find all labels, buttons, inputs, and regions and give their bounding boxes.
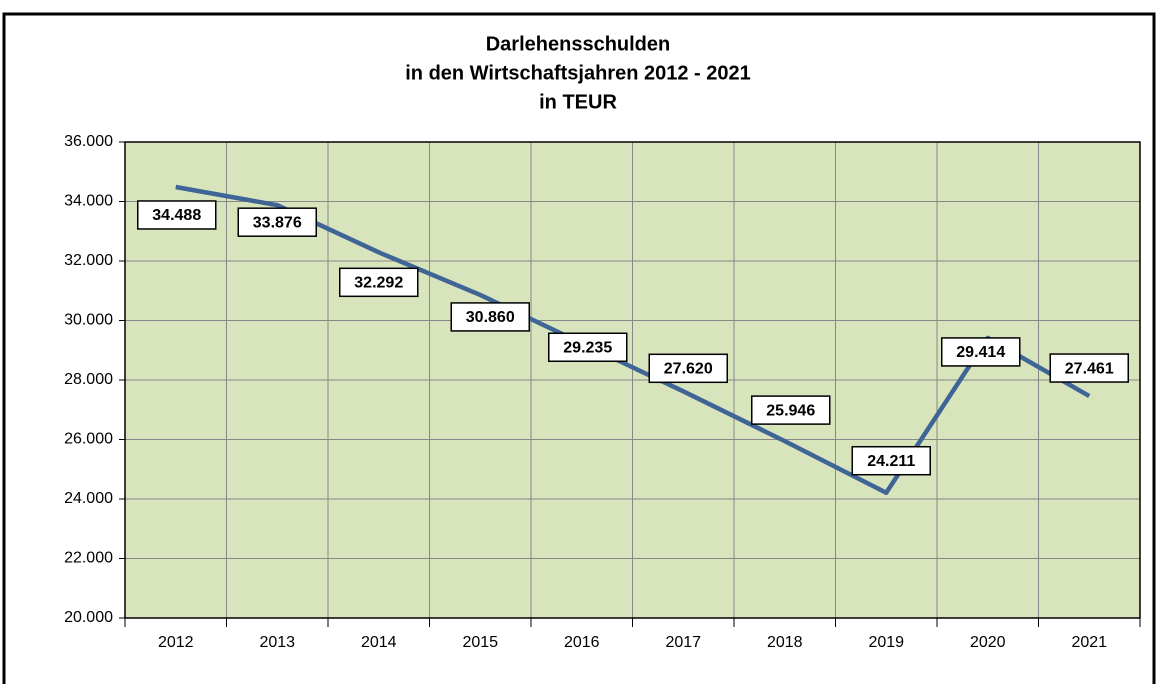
y-tick-label: 36.000: [64, 133, 113, 150]
y-tick-label: 32.000: [64, 252, 113, 269]
x-tick-label: 2017: [665, 634, 701, 651]
chart-title: in den Wirtschaftsjahren 2012 - 2021: [405, 62, 751, 84]
x-tick-label: 2019: [868, 634, 904, 651]
value-label: 25.946: [766, 402, 815, 419]
x-tick-label: 2014: [361, 634, 397, 651]
plot-border: [124, 141, 1141, 619]
y-tick-label: 22.000: [64, 550, 113, 567]
value-label: 29.235: [563, 339, 612, 356]
value-label: 27.620: [664, 361, 713, 378]
value-label: 34.488: [152, 207, 201, 224]
chart-border: [2, 12, 1156, 684]
value-label: 33.876: [253, 214, 302, 231]
value-label-box: [137, 200, 217, 230]
value-label-box: [851, 445, 931, 476]
x-tick-label: 2018: [767, 634, 803, 651]
value-label-box: [648, 353, 728, 384]
chart-title: in TEUR: [539, 91, 617, 113]
value-label-box: [339, 267, 419, 298]
value-label: 30.860: [466, 309, 515, 326]
x-tick-label: 2020: [970, 634, 1006, 651]
value-label: 29.414: [956, 344, 1005, 361]
x-tick-label: 2021: [1071, 634, 1107, 651]
y-tick-label: 26.000: [64, 431, 113, 448]
y-tick-label: 20.000: [64, 609, 113, 626]
x-tick-label: 2015: [462, 634, 498, 651]
value-label-box: [450, 302, 530, 332]
value-label-box: [941, 337, 1021, 367]
x-tick-label: 2013: [259, 634, 295, 651]
y-tick-label: 28.000: [64, 371, 113, 388]
y-tick-label: 24.000: [64, 490, 113, 507]
y-tick-label: 34.000: [64, 193, 113, 210]
x-tick-label: 2012: [158, 634, 194, 651]
value-label-box: [237, 207, 317, 237]
value-label-box: [548, 332, 628, 363]
value-label: 27.461: [1065, 360, 1114, 377]
value-label-box: [751, 395, 831, 425]
chart-title: Darlehensschulden: [486, 33, 671, 55]
value-label: 24.211: [867, 453, 915, 470]
value-label-box: [1049, 353, 1129, 383]
line: [175, 184, 1091, 495]
x-tick-label: 2016: [564, 634, 600, 651]
value-label: 32.292: [354, 275, 403, 292]
y-tick-label: 30.000: [64, 312, 113, 329]
